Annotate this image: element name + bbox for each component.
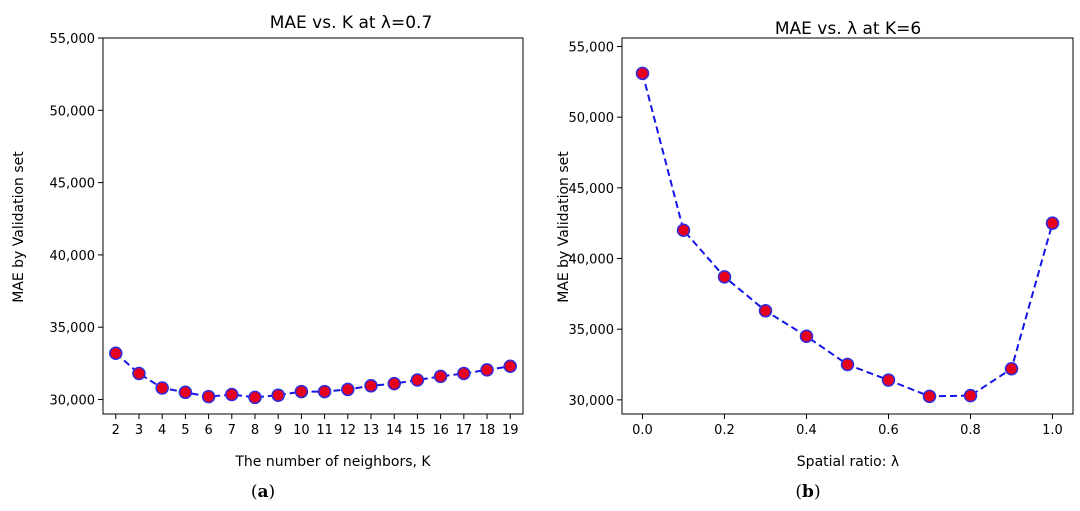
chart-a-x-tick-label: 11 <box>316 423 333 438</box>
chart-b-axes <box>621 37 1074 415</box>
chart-a-x-tick-label: 12 <box>340 423 357 438</box>
chart-a-data-point <box>457 366 471 381</box>
chart-b-data-point <box>799 329 814 344</box>
chart-a-data-point <box>317 384 332 399</box>
chart-a-x-tick-label: 14 <box>386 423 403 438</box>
chart-a-data-point <box>132 366 146 381</box>
chart-a-data-point <box>109 346 123 361</box>
chart-b-data-point <box>1004 362 1019 376</box>
chart-b-data-point <box>635 66 650 81</box>
chart-a-x-tick-label: 17 <box>456 423 473 438</box>
chart-b-title: MAE vs. λ at K=6 <box>775 19 921 39</box>
chart-panel-b: MAE vs. λ at K=6 Spatial ratio: λ MAE by… <box>556 19 1074 502</box>
panel-a-caption: (a) <box>251 482 275 502</box>
chart-b-data-point <box>963 388 978 403</box>
chart-a-data-point <box>480 363 494 377</box>
chart-a-data-point <box>341 382 355 397</box>
chart-a-data-point <box>364 379 378 393</box>
chart-b-x-tick-label: 0.6 <box>878 423 899 438</box>
chart-a-x-tick-label: 5 <box>181 423 189 438</box>
chart-a-y-tick-label: 45,000 <box>50 177 96 192</box>
chart-a-y-tick-label: 50,000 <box>50 104 96 119</box>
chart-a-x-tick-label: 15 <box>409 423 426 438</box>
chart-a-data-point <box>410 373 425 387</box>
chart-a-x-tick-label: 2 <box>112 423 120 438</box>
chart-a-y-tick-label: 40,000 <box>50 249 96 264</box>
chart-a-axes <box>102 37 524 415</box>
chart-a-data-point <box>201 389 216 404</box>
chart-a-data-point <box>503 359 517 374</box>
chart-b-x-tick-label: 0.0 <box>632 423 653 438</box>
chart-a-title: MAE vs. K at λ=0.7 <box>270 13 433 33</box>
chart-a-x-tick-label: 6 <box>204 423 212 438</box>
chart-b-data-point <box>717 270 732 284</box>
chart-a-y-tick-label: 30,000 <box>50 394 96 409</box>
chart-b-y-tick-label: 40,000 <box>569 253 615 268</box>
chart-a-x-tick-label: 8 <box>251 423 259 438</box>
chart-a-x-tick-label: 19 <box>502 423 519 438</box>
chart-b-x-tick-label: 0.8 <box>960 423 981 438</box>
chart-a-x-tick-label: 9 <box>274 423 282 438</box>
chart-b-x-tick-label: 1.0 <box>1042 423 1063 438</box>
chart-b-y-tick-label: 30,000 <box>569 394 615 409</box>
chart-b-ticks: 0.0 0.2 0.4 0.6 0.8 1.0 30,000 35,000 40,000 45,0… <box>569 40 1063 438</box>
chart-b-x-tick-label: 0.4 <box>796 423 817 438</box>
chart-a-data-point <box>248 390 262 405</box>
chart-a-ticks: 2 3 4 5 6 7 8 9 10 11 12 13 14 15 16 17 18 19 30,000 35,000… <box>50 32 519 438</box>
chart-b-y-tick-label: 50,000 <box>569 111 615 126</box>
chart-a-x-tick-label: 16 <box>432 423 449 438</box>
chart-a-x-tick-label: 10 <box>293 423 310 438</box>
chart-b-x-tick-label: 0.2 <box>714 423 735 438</box>
chart-b-data-point <box>1045 216 1060 230</box>
panel-b-caption: (b) <box>795 482 820 502</box>
chart-a-xlabel: The number of neighbors, K <box>234 454 431 470</box>
chart-a-data-point <box>155 381 169 395</box>
chart-a-data-point <box>294 384 309 399</box>
chart-a-data-point <box>225 387 239 402</box>
chart-b-plot-frame <box>621 37 1074 415</box>
chart-panel-a: MAE vs. K at λ=0.7 The number of neighbo… <box>11 13 524 502</box>
chart-a-plot-frame <box>102 37 524 415</box>
chart-a-data-point <box>433 369 448 384</box>
chart-b-xlabel: Spatial ratio: λ <box>797 454 899 470</box>
chart-b-ylabel: MAE by Validation set <box>556 151 572 303</box>
chart-b-series <box>635 66 1060 404</box>
chart-a-data-point <box>178 385 193 400</box>
chart-b-data-point <box>758 304 773 318</box>
chart-b-y-tick-label: 55,000 <box>569 40 615 55</box>
chart-a-ylabel: MAE by Validation set <box>11 151 27 303</box>
chart-b-data-point <box>840 357 855 372</box>
chart-b-data-point <box>881 373 896 387</box>
chart-a-data-point <box>387 376 401 391</box>
chart-a-x-tick-label: 13 <box>363 423 380 438</box>
chart-a-x-tick-label: 18 <box>479 423 496 438</box>
chart-a-x-tick-label: 7 <box>228 423 236 438</box>
chart-a-x-tick-label: 3 <box>135 423 143 438</box>
chart-a-series <box>109 346 517 405</box>
chart-b-y-tick-label: 45,000 <box>569 182 615 197</box>
chart-a-y-tick-label: 35,000 <box>50 321 96 336</box>
chart-a-data-point <box>271 388 285 402</box>
chart-b-data-point <box>922 389 937 404</box>
chart-b-data-point <box>676 223 691 237</box>
chart-a-x-tick-label: 4 <box>158 423 166 438</box>
chart-a-y-tick-label: 55,000 <box>50 32 96 47</box>
chart-b-y-tick-label: 35,000 <box>569 323 615 338</box>
